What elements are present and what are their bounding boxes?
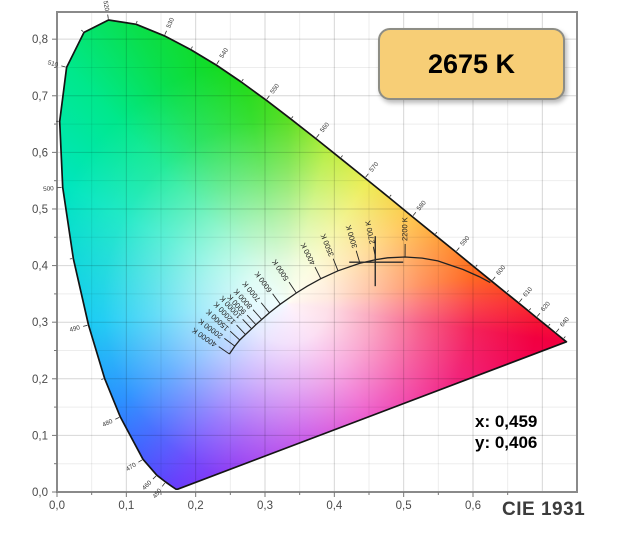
svg-text:490: 490 xyxy=(69,324,81,334)
cct-tick-label: 4000 K xyxy=(299,241,318,266)
svg-text:0,5: 0,5 xyxy=(396,500,412,512)
svg-text:530: 530 xyxy=(165,16,176,29)
svg-text:0,8: 0,8 xyxy=(32,34,48,46)
cct-tick-label: 5000 K xyxy=(270,258,291,283)
svg-text:510: 510 xyxy=(47,59,59,69)
svg-text:520: 520 xyxy=(102,0,111,12)
svg-text:0,6: 0,6 xyxy=(32,147,48,159)
svg-text:620: 620 xyxy=(540,300,552,313)
coordinate-readout: x: 0,459 y: 0,406 xyxy=(475,411,537,454)
svg-text:580: 580 xyxy=(416,199,428,212)
spectral-locus xyxy=(58,19,568,491)
cct-tick-label: 2700 K xyxy=(363,220,376,245)
cct-tick-label: 2200 K xyxy=(400,217,409,241)
svg-text:640: 640 xyxy=(559,316,571,329)
grid xyxy=(57,12,577,492)
axis-labels: 0,0 0,1 0,2 0,3 0,4 0,5 0,6 0,0 0,1 0,2 0,3 0,4 0,5 0… xyxy=(32,34,509,512)
marker-crosshair xyxy=(349,236,404,287)
svg-text:0,0: 0,0 xyxy=(32,487,48,499)
svg-text:500: 500 xyxy=(43,185,55,193)
cct-badge: 2675 K xyxy=(378,28,565,100)
cct-tick-label: 3500 K xyxy=(319,232,336,257)
svg-text:470: 470 xyxy=(125,461,138,473)
svg-text:480: 480 xyxy=(101,418,114,429)
svg-text:590: 590 xyxy=(459,234,471,247)
svg-text:0,3: 0,3 xyxy=(257,500,273,512)
svg-text:0,6: 0,6 xyxy=(465,500,481,512)
svg-text:540: 540 xyxy=(218,47,230,60)
svg-text:0,5: 0,5 xyxy=(32,204,48,216)
svg-text:0,2: 0,2 xyxy=(188,500,204,512)
y-coordinate-value: y: 0,406 xyxy=(475,433,538,453)
svg-text:0,3: 0,3 xyxy=(32,317,48,329)
svg-text:450: 450 xyxy=(151,487,163,500)
svg-text:460: 460 xyxy=(141,479,154,492)
svg-text:610: 610 xyxy=(522,286,534,299)
svg-text:0,7: 0,7 xyxy=(32,91,48,103)
svg-text:560: 560 xyxy=(319,121,331,134)
svg-text:0,4: 0,4 xyxy=(32,261,49,273)
svg-text:0,2: 0,2 xyxy=(32,374,48,386)
svg-text:550: 550 xyxy=(269,82,281,95)
cct-badge-label: 2675 K xyxy=(427,48,516,79)
diagram-title: CIE 1931 xyxy=(502,499,586,520)
svg-text:0,0: 0,0 xyxy=(49,500,65,512)
svg-text:0,1: 0,1 xyxy=(118,500,134,512)
cct-tick-label: 3000 K xyxy=(344,224,359,249)
svg-text:0,1: 0,1 xyxy=(32,430,48,442)
svg-text:0,4: 0,4 xyxy=(326,500,343,512)
svg-text:570: 570 xyxy=(368,161,380,174)
x-coordinate-value: x: 0,459 xyxy=(475,412,538,431)
plot-frame xyxy=(56,11,578,493)
